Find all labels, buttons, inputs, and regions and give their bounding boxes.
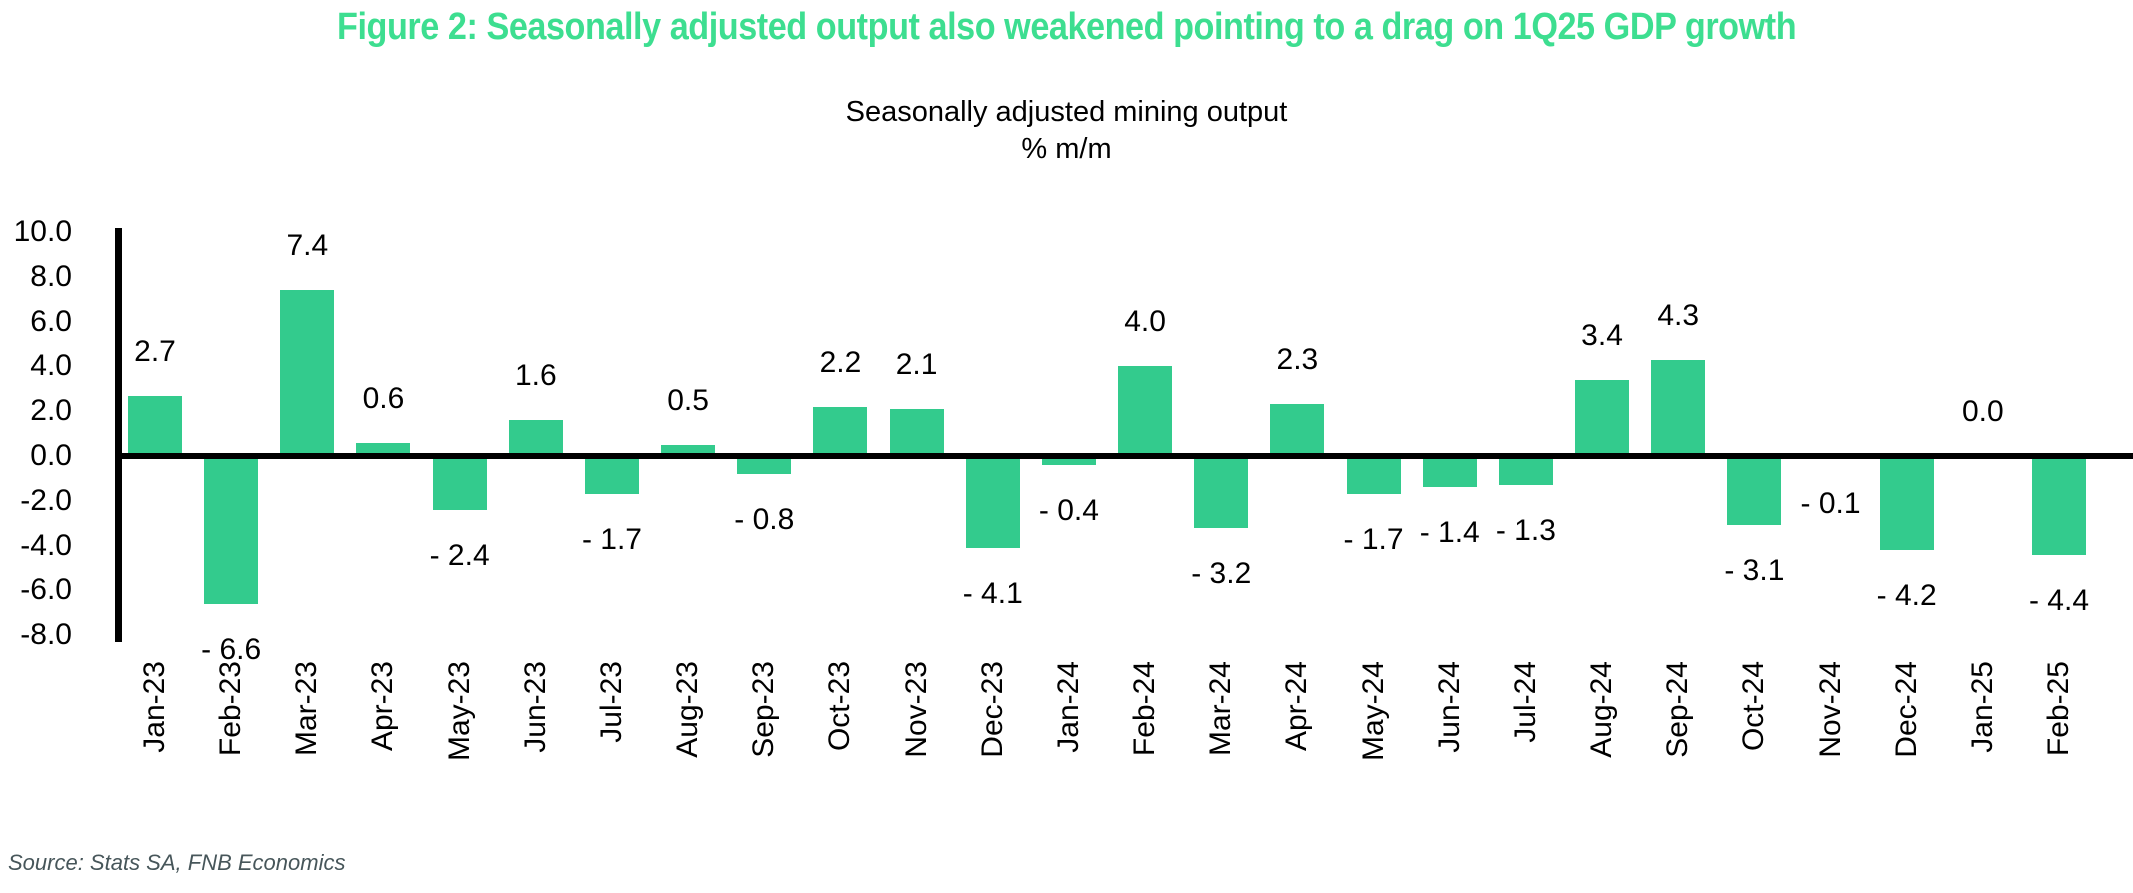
bar	[1041, 456, 1096, 465]
bar	[204, 456, 259, 604]
y-axis-tick-label: -6.0	[20, 573, 72, 607]
bar	[1727, 456, 1782, 526]
x-axis-category-label: Jul-23	[594, 661, 628, 743]
bar	[1879, 456, 1934, 551]
x-axis-category-label: Jun-23	[518, 661, 552, 753]
bar	[1575, 379, 1630, 456]
x-axis-category-label: Nov-24	[1813, 661, 1847, 758]
x-axis-category-label: Aug-24	[1585, 661, 1619, 758]
x-axis-category-label: Aug-23	[671, 661, 705, 758]
x-axis-category-label: Feb-24	[1128, 661, 1162, 757]
x-axis-category-label: Oct-24	[1737, 661, 1771, 752]
bar-value-label: - 2.4	[429, 538, 490, 572]
y-axis-tick-label: 4.0	[30, 349, 72, 383]
bar-value-label: - 0.1	[1800, 487, 1861, 521]
x-axis-category-label: Jan-24	[1051, 661, 1085, 753]
x-axis-category-label: May-24	[1356, 661, 1390, 762]
bar	[356, 442, 411, 456]
y-axis-tick-label: 6.0	[30, 304, 72, 338]
bar	[1194, 456, 1249, 528]
bar	[2032, 456, 2086, 555]
figure-title: Figure 2: Seasonally adjusted output als…	[0, 4, 2133, 50]
x-axis-category-label: May-23	[442, 661, 476, 762]
bar-value-label: 7.4	[286, 229, 329, 263]
y-axis-tick-label: 10.0	[13, 215, 72, 248]
bar	[737, 456, 792, 474]
bar-value-label: - 1.7	[581, 523, 642, 557]
bar	[1498, 456, 1553, 486]
bar-value-label: - 0.4	[1038, 493, 1099, 527]
chart-subtitle-line2: % m/m	[1021, 133, 1112, 165]
x-axis-category-label: Sep-24	[1661, 661, 1695, 758]
bar	[965, 456, 1020, 548]
x-axis-category-label: Feb-25	[2042, 661, 2075, 757]
bar-value-label: 0.6	[362, 381, 405, 415]
y-axis-tick-label: -8.0	[20, 618, 72, 652]
bar-value-label: - 4.2	[1876, 579, 1937, 613]
x-axis-category-label: Feb-23	[214, 661, 248, 757]
x-axis-category-label: Apr-23	[366, 661, 400, 752]
bar-value-label: 4.0	[1124, 305, 1166, 339]
x-axis-category-label: Mar-24	[1204, 661, 1238, 757]
bar	[1651, 359, 1706, 456]
y-axis-line	[115, 228, 122, 642]
bar-value-label: - 1.7	[1343, 523, 1404, 557]
bar-value-label: 2.7	[134, 334, 176, 368]
bar-value-label: - 4.4	[2028, 583, 2090, 617]
bar	[1422, 456, 1477, 488]
bar-value-label: 3.4	[1581, 318, 1623, 352]
bar	[1346, 456, 1401, 495]
x-axis-category-label: Apr-24	[1280, 661, 1314, 752]
bar-value-label: 2.3	[1276, 343, 1319, 377]
chart-subtitle-line1: Seasonally adjusted mining output	[845, 96, 1288, 128]
x-axis-category-label: Mar-23	[290, 661, 324, 757]
bar	[584, 456, 639, 495]
chart-subtitle: Seasonally adjusted mining output % m/m	[0, 94, 2133, 168]
bar	[661, 444, 716, 456]
x-axis-category-label: Dec-24	[1889, 661, 1923, 758]
x-axis-category-label: Jan-23	[138, 661, 171, 753]
bar	[889, 408, 944, 456]
y-axis-tick-label: -4.0	[20, 528, 72, 562]
x-axis-category-label: Jun-24	[1432, 661, 1466, 753]
bar	[128, 395, 182, 456]
bar	[1118, 366, 1173, 456]
bar-value-label: - 0.8	[734, 502, 795, 536]
bar-value-label: 1.6	[514, 359, 557, 393]
bar-value-label: - 3.2	[1191, 556, 1252, 590]
bar-value-label: - 1.3	[1495, 514, 1556, 548]
bar-value-label: - 6.6	[201, 632, 262, 666]
x-axis-category-label: Oct-23	[823, 661, 857, 752]
bar-value-label: 2.1	[895, 347, 938, 381]
x-axis-category-label: Sep-23	[747, 661, 781, 758]
y-axis-tick-label: -2.0	[20, 483, 72, 517]
bar-value-label: - 3.1	[1724, 554, 1785, 588]
x-axis-category-label: Jul-24	[1508, 661, 1542, 743]
bar-value-label: 0.0	[1961, 395, 2004, 428]
bar	[813, 406, 868, 456]
y-axis-tick-label: 0.0	[30, 439, 72, 472]
bar-value-label: - 1.4	[1419, 516, 1480, 550]
bar-value-label: 4.3	[1657, 298, 1700, 332]
bar-value-label: - 4.1	[962, 576, 1023, 610]
bar	[1270, 404, 1325, 456]
source-note: Source: Stats SA, FNB Economics	[8, 850, 346, 875]
bar	[508, 420, 563, 456]
y-axis-tick-label: 2.0	[30, 394, 72, 428]
bar-value-label: 2.2	[819, 345, 862, 379]
y-axis-tick-label: 8.0	[30, 259, 72, 293]
zero-baseline	[115, 453, 2133, 459]
x-axis-category-label: Nov-23	[899, 661, 933, 758]
x-axis-category-label: Dec-23	[975, 661, 1009, 758]
x-axis-category-label: Jan-25	[1965, 661, 1999, 753]
bar	[280, 290, 335, 456]
figure-title-text: Figure 2: Seasonally adjusted output als…	[336, 6, 1797, 48]
bar-value-label: 0.5	[667, 383, 709, 417]
bar	[432, 456, 487, 510]
